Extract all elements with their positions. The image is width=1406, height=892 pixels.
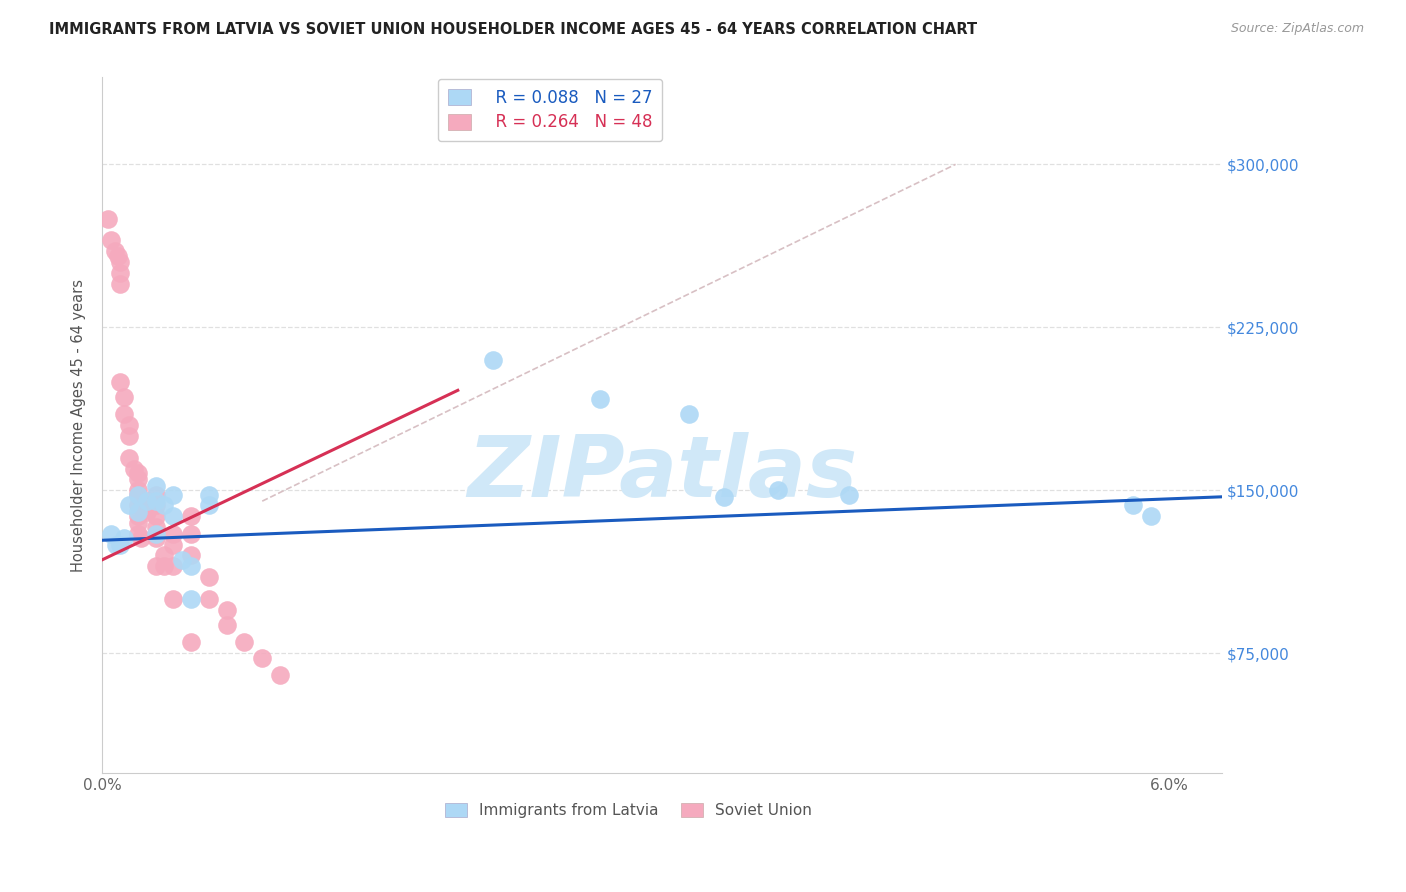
Point — [145, 494, 167, 508]
Point — [269, 668, 291, 682]
Point — [127, 526, 149, 541]
Point — [145, 499, 167, 513]
Point — [153, 499, 176, 513]
Point — [250, 650, 273, 665]
Point — [107, 249, 129, 263]
Point — [112, 390, 135, 404]
Point — [162, 526, 184, 541]
Point — [118, 450, 141, 465]
Point — [180, 559, 202, 574]
Point — [127, 509, 149, 524]
Point — [215, 618, 238, 632]
Point — [127, 483, 149, 498]
Point — [589, 392, 612, 406]
Point — [482, 352, 505, 367]
Point — [172, 553, 194, 567]
Point — [198, 488, 221, 502]
Point — [145, 479, 167, 493]
Point — [127, 505, 149, 519]
Point — [1140, 509, 1163, 524]
Point — [127, 488, 149, 502]
Point — [180, 509, 202, 524]
Point — [108, 277, 131, 291]
Point — [145, 488, 167, 502]
Point — [108, 538, 131, 552]
Point — [162, 488, 184, 502]
Point — [105, 538, 128, 552]
Point — [198, 591, 221, 606]
Point — [180, 526, 202, 541]
Point — [153, 559, 176, 574]
Point — [127, 466, 149, 480]
Point — [162, 559, 184, 574]
Point — [162, 509, 184, 524]
Point — [678, 407, 700, 421]
Legend: Immigrants from Latvia, Soviet Union: Immigrants from Latvia, Soviet Union — [439, 797, 818, 824]
Point — [215, 603, 238, 617]
Point — [145, 509, 167, 524]
Text: ZIPatlas: ZIPatlas — [467, 433, 858, 516]
Point — [127, 488, 149, 502]
Point — [135, 499, 157, 513]
Point — [766, 483, 789, 498]
Point — [100, 526, 122, 541]
Point — [112, 531, 135, 545]
Point — [108, 266, 131, 280]
Point — [180, 549, 202, 563]
Y-axis label: Householder Income Ages 45 - 64 years: Householder Income Ages 45 - 64 years — [72, 278, 86, 572]
Point — [135, 505, 157, 519]
Point — [713, 490, 735, 504]
Point — [118, 499, 141, 513]
Point — [145, 559, 167, 574]
Point — [233, 635, 256, 649]
Point — [96, 211, 118, 226]
Point — [162, 591, 184, 606]
Point — [145, 531, 167, 545]
Point — [118, 429, 141, 443]
Point — [135, 494, 157, 508]
Point — [122, 461, 145, 475]
Point — [112, 407, 135, 421]
Point — [118, 418, 141, 433]
Point — [104, 244, 127, 259]
Point — [127, 472, 149, 486]
Point — [198, 499, 221, 513]
Point — [198, 570, 221, 584]
Point — [131, 531, 153, 545]
Point — [100, 234, 122, 248]
Point — [153, 549, 176, 563]
Point — [162, 538, 184, 552]
Point — [180, 591, 202, 606]
Text: IMMIGRANTS FROM LATVIA VS SOVIET UNION HOUSEHOLDER INCOME AGES 45 - 64 YEARS COR: IMMIGRANTS FROM LATVIA VS SOVIET UNION H… — [49, 22, 977, 37]
Point — [108, 255, 131, 269]
Text: Source: ZipAtlas.com: Source: ZipAtlas.com — [1230, 22, 1364, 36]
Point — [838, 488, 860, 502]
Point — [145, 526, 167, 541]
Point — [127, 499, 149, 513]
Point — [108, 375, 131, 389]
Point — [127, 516, 149, 530]
Point — [180, 635, 202, 649]
Point — [145, 520, 167, 534]
Point — [1122, 499, 1144, 513]
